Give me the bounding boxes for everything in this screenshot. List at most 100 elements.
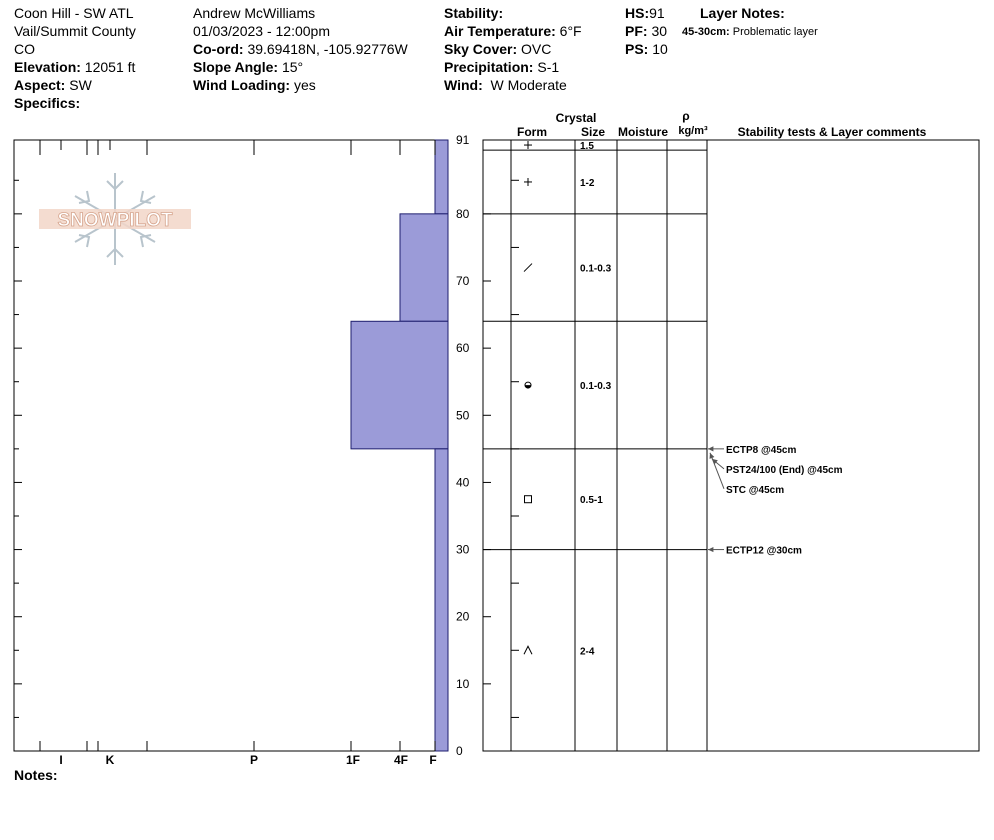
- header-moisture: Moisture: [618, 125, 668, 139]
- height-label-80: 80: [456, 207, 470, 221]
- header-form: Form: [517, 125, 547, 139]
- height-label-30: 30: [456, 543, 470, 557]
- header-observer-block: Andrew McWilliams 01/03/2023 - 12:00pm C…: [193, 4, 408, 94]
- grain-size-label: 2-4: [580, 646, 595, 657]
- region-name: Vail/Summit County: [14, 23, 136, 39]
- grain-row-2: 0.1-0.3: [483, 263, 707, 322]
- layer-note-text: Problematic layer: [732, 26, 818, 38]
- height-label-20: 20: [456, 610, 470, 624]
- header-crystal: Crystal: [556, 111, 597, 125]
- sky-value: OVC: [521, 41, 552, 57]
- pf-row: PF: 30: [625, 22, 668, 40]
- grain-row-0: 1.5: [483, 141, 707, 152]
- faceted-crystal-icon: [524, 495, 532, 504]
- height-label-70: 70: [456, 274, 470, 288]
- grain-table-rows: 1.5 1-2 0.1-0.3 0.1-0.3 0.5-1 2-4: [483, 141, 707, 657]
- stability-tests: ECTP8 @45cm PST24/100 (End) @45cm STC @45c…: [708, 445, 843, 557]
- stability-test-arrow-1-head: [712, 458, 718, 465]
- air-temp-row: Air Temperature: 6°F: [444, 22, 582, 40]
- stability-test-label-1: PST24/100 (End) @45cm: [726, 465, 843, 476]
- elevation-value: 12051 ft: [84, 59, 136, 75]
- header-weather-block: Stability: Air Temperature: 6°F Sky Cove…: [444, 4, 582, 94]
- hs-value: 91: [649, 5, 665, 21]
- stability-test-arrow-0-head: [708, 446, 714, 452]
- coord-row: Co-ord: 39.69418N, -105.92776W: [193, 40, 408, 58]
- wind-label: Wind:: [444, 77, 483, 93]
- aspect-value: SW: [69, 77, 92, 93]
- hardness-label-P: P: [250, 753, 258, 767]
- logo-text: SNOWPILOT: [57, 210, 172, 231]
- stability-row: Stability:: [444, 4, 582, 22]
- hardness-label-4F: 4F: [394, 753, 408, 767]
- grain-row-4: 0.5-1: [483, 495, 707, 551]
- height-label-40: 40: [456, 475, 470, 489]
- slope-label: Slope Angle:: [193, 59, 279, 75]
- header-density-unit: kg/m³: [678, 125, 708, 137]
- coord-label: Co-ord:: [193, 41, 244, 57]
- layer-note-depth: 45-30cm:: [682, 26, 730, 38]
- stability-test-arrow-2: [709, 452, 725, 490]
- hardness-bar-1: [399, 213, 449, 322]
- hardness-bar-0: [434, 139, 449, 215]
- grain-size-label: 0.5-1: [580, 495, 603, 506]
- height-label-91: 91: [456, 133, 470, 147]
- state-name: CO: [14, 41, 35, 57]
- hardness-bars: [350, 139, 449, 752]
- coord-value: 39.69418N, -105.92776W: [247, 41, 408, 57]
- wind-value: W Moderate: [490, 77, 567, 93]
- location-name: Coon Hill - SW ATL: [14, 5, 134, 21]
- grain-row-5: 2-4: [523, 645, 595, 657]
- grain-table-frame: [482, 139, 980, 752]
- snowpilot-logo: SNOWPILOT: [39, 173, 191, 265]
- wind-loading-label: Wind Loading:: [193, 77, 291, 93]
- grain-size-label: 1.5: [580, 141, 594, 152]
- layer-note-row: 45-30cm: Problematic layer: [682, 23, 818, 41]
- stability-test-arrow-2-head: [709, 452, 715, 459]
- observer-name: Andrew McWilliams: [193, 5, 316, 21]
- stability-label: Stability:: [444, 5, 504, 21]
- hardness-bar-2: [350, 320, 449, 450]
- logo-banner: [39, 209, 191, 229]
- aspect-label: Aspect:: [14, 77, 66, 93]
- hs-label: HS:: [625, 5, 650, 21]
- height-label-0: 0: [456, 744, 463, 758]
- header-rho: ρ: [682, 109, 689, 123]
- pf-label: PF:: [625, 23, 648, 39]
- precip-label: Precipitation:: [444, 59, 534, 75]
- hardness-label-K: K: [106, 753, 115, 767]
- air-temp-label: Air Temperature:: [444, 23, 556, 39]
- wind-loading-row: Wind Loading: yes: [193, 76, 408, 94]
- specifics-label: Specifics:: [14, 95, 81, 111]
- precip-row: Precipitation: S-1: [444, 58, 582, 76]
- stability-test-label-0: ECTP8 @45cm: [726, 445, 796, 456]
- header-location-block: Coon Hill - SW ATL Vail/Summit County CO…: [14, 4, 136, 112]
- sky-row: Sky Cover: OVC: [444, 40, 582, 58]
- grain-size-label: 0.1-0.3: [580, 381, 612, 392]
- ps-value: 10: [652, 41, 668, 57]
- stability-test-arrow-3-head: [708, 546, 714, 553]
- hardness-axis: I K P 1F 4F F: [39, 140, 437, 767]
- stability-test-label-2: STC @45cm: [726, 485, 784, 496]
- pf-value: 30: [651, 23, 668, 39]
- hardness-label-F: F: [429, 753, 436, 767]
- depth-hoar-icon: [523, 645, 533, 655]
- height-label-10: 10: [456, 677, 470, 691]
- wind-loading-value: yes: [293, 77, 316, 93]
- wind-row: Wind: W Moderate: [444, 76, 582, 94]
- height-label-50: 50: [456, 408, 470, 422]
- ps-label: PS:: [625, 41, 649, 57]
- air-temp-value: 6°F: [559, 23, 582, 39]
- hs-row: HS:91: [625, 4, 668, 22]
- precip-value: S-1: [537, 59, 560, 75]
- ps-row: PS: 10: [625, 40, 668, 58]
- grain-table-columns: [510, 140, 708, 751]
- grain-size-label: 1-2: [580, 178, 595, 189]
- header-comments: Stability tests & Layer comments: [738, 125, 927, 139]
- header-size: Size: [581, 125, 605, 139]
- header-snow-block: HS:91 PF: 30 PS: 10: [625, 4, 668, 58]
- notes-row: Notes:: [14, 766, 58, 784]
- grain-size-label: 0.1-0.3: [580, 264, 612, 275]
- observation-datetime: 01/03/2023 - 12:00pm: [193, 23, 330, 39]
- grain-row-1: 1-2: [483, 177, 707, 215]
